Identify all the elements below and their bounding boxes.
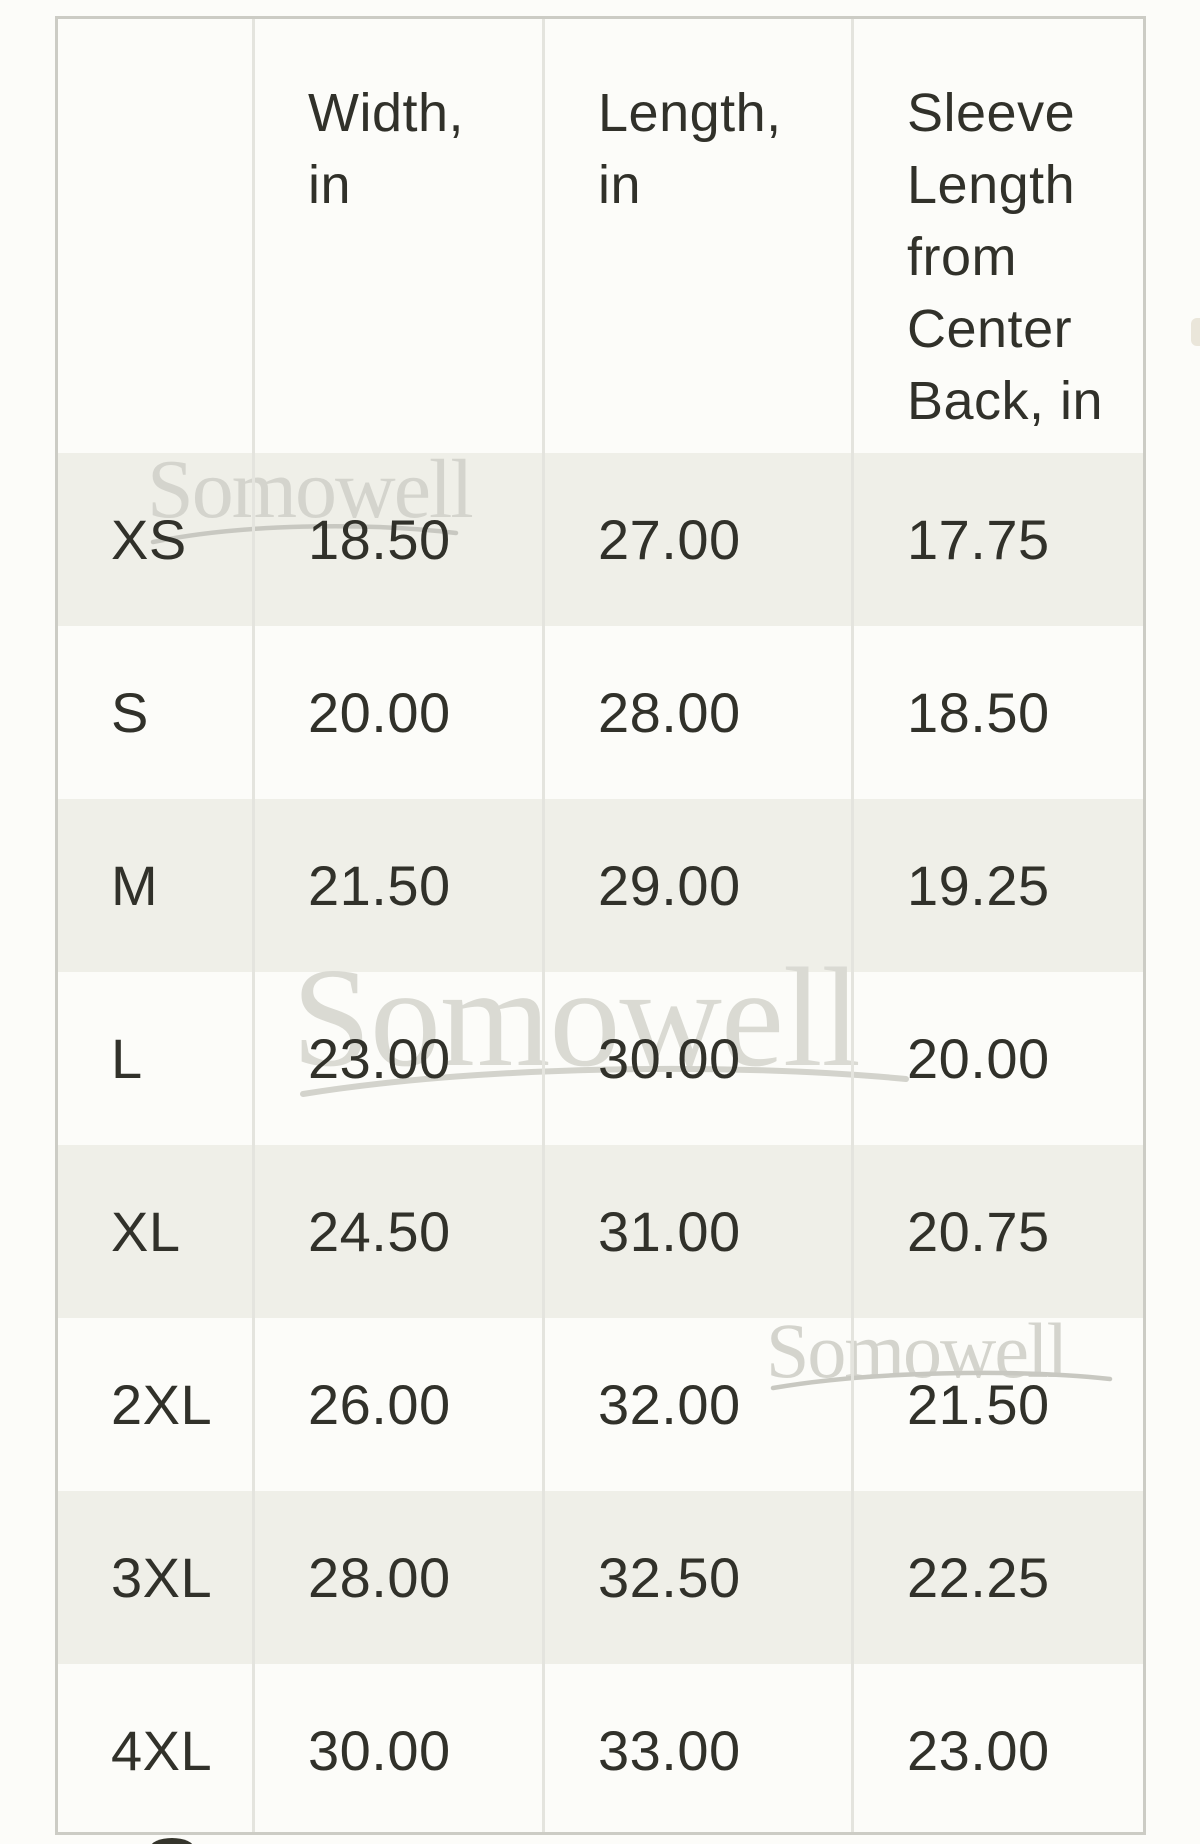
cell-length: 28.00 [545, 626, 854, 799]
cell-sleeve: 19.25 [907, 854, 1050, 917]
cell-size: L [58, 972, 255, 1145]
cell-width: 24.50 [255, 1145, 545, 1318]
size-chart-table: Width, in Length, in Sleeve Length from … [55, 16, 1146, 1835]
cell-width: 23.00 [255, 972, 545, 1145]
header-cell-length: Length, in [545, 19, 854, 453]
cell-sleeve: 17.75 [907, 508, 1050, 571]
cell-length: 29.00 [545, 799, 854, 972]
cell-length: 32.00 [545, 1318, 854, 1491]
cell-length: 30.00 [545, 972, 854, 1145]
cell-size: M [58, 799, 255, 972]
cell-sleeve: 20.00 [907, 1027, 1050, 1090]
cell-sleeve: 22.25 [907, 1546, 1050, 1609]
right-edge-artifact [1191, 318, 1200, 346]
cell-width: 26.00 [255, 1318, 545, 1491]
cell-size: 3XL [58, 1491, 255, 1664]
cell-width: 30.00 [255, 1664, 545, 1832]
cell-width: 18.50 [255, 453, 545, 626]
cell-length: 33.00 [545, 1664, 854, 1832]
header-cell-size [58, 19, 255, 453]
cell-length: 31.00 [545, 1145, 854, 1318]
row-stripe [58, 1145, 1143, 1318]
header-cell-sleeve-length: Sleeve Length from Center Back, in [907, 83, 1104, 431]
cell-width: 28.00 [255, 1491, 545, 1664]
row-stripe [58, 799, 1143, 972]
header-cell-width: Width, in [255, 19, 545, 453]
cell-sleeve: 21.50 [907, 1373, 1050, 1436]
cell-sleeve: 18.50 [907, 681, 1050, 744]
cell-size: 4XL [58, 1664, 255, 1832]
cell-width: 20.00 [255, 626, 545, 799]
cell-size: XS [58, 453, 255, 626]
row-stripe [58, 1491, 1143, 1664]
cell-length: 27.00 [545, 453, 854, 626]
cell-size: 2XL [58, 1318, 255, 1491]
cell-size: S [58, 626, 255, 799]
cell-size: XL [58, 1145, 255, 1318]
cell-sleeve: 20.75 [907, 1200, 1050, 1263]
cell-length: 32.50 [545, 1491, 854, 1664]
bottom-edge-glyph [150, 1838, 194, 1844]
cell-width: 21.50 [255, 799, 545, 972]
cell-sleeve: 23.00 [907, 1719, 1050, 1782]
